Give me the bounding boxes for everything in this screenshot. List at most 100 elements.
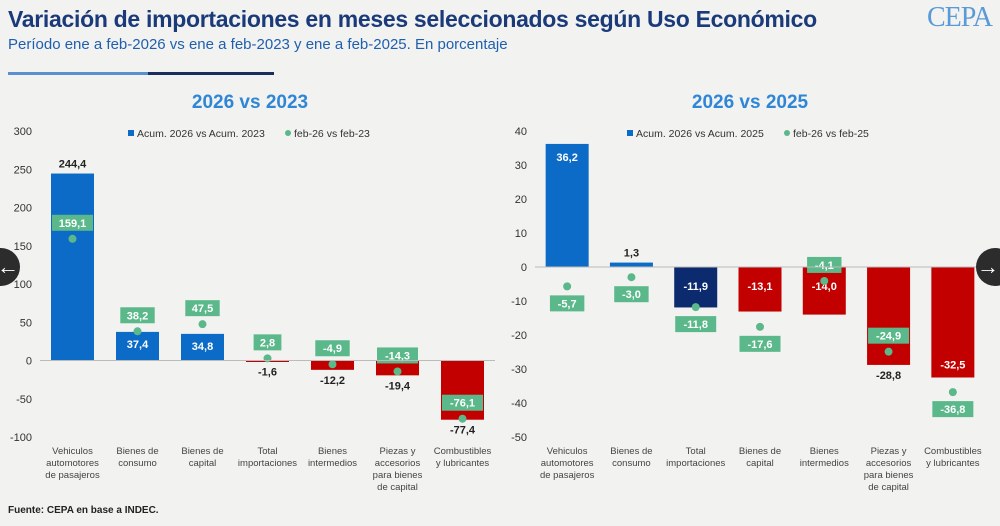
point-value-label: 2,8 (260, 337, 275, 349)
y-tick-label: 200 (14, 203, 32, 215)
point-marker (691, 303, 700, 312)
y-tick-label: -10 (511, 296, 527, 308)
y-tick-label: 250 (14, 164, 32, 176)
prev-slide-button[interactable]: ← (0, 248, 20, 286)
category-label: Combustibles y lubricantes (924, 446, 982, 469)
category-label: Total importaciones (666, 446, 725, 469)
bar-value-label: -77,4 (450, 425, 476, 437)
y-tick-label: 10 (515, 228, 527, 240)
bar-value-label: -32,5 (940, 360, 965, 372)
point-label-box (315, 340, 350, 357)
y-tick-label: 50 (20, 317, 32, 329)
y-tick-label: 100 (14, 279, 32, 291)
next-slide-button[interactable]: → (976, 248, 1000, 286)
y-tick-label: 40 (515, 126, 527, 138)
bar (674, 267, 718, 308)
legend-swatch-point (784, 130, 790, 136)
legend-label: feb-26 vs feb-23 (294, 128, 370, 140)
point-marker (884, 347, 893, 356)
bar-value-label: -19,4 (385, 380, 411, 392)
point-label-box (442, 394, 483, 411)
point-value-label: -11,8 (683, 319, 707, 331)
legend-label: Acum. 2026 vs Acum. 2023 (137, 128, 265, 140)
bar-value-label: 36,2 (556, 152, 577, 164)
point-marker (133, 327, 142, 336)
bar-value-label: -1,6 (258, 367, 277, 379)
y-tick-label: 150 (14, 241, 32, 253)
title-underline-light (8, 72, 148, 75)
arrow-right-icon: → (977, 254, 999, 279)
arrow-left-icon: ← (0, 254, 19, 279)
y-tick-label: -50 (16, 394, 32, 406)
bar (609, 262, 653, 267)
point-marker (393, 367, 402, 376)
point-value-label: -4,1 (815, 260, 834, 272)
category-label: Bienes intermedios (800, 446, 849, 469)
y-tick-label: 300 (14, 126, 32, 138)
point-marker (948, 388, 957, 397)
point-marker (328, 360, 337, 369)
point-label-box (739, 335, 781, 352)
point-value-label: -17,6 (747, 339, 772, 351)
point-value-label: -5,7 (558, 298, 577, 310)
bar-value-label: 244,4 (59, 159, 87, 171)
bar (931, 267, 975, 378)
category-label: Total importaciones (238, 446, 297, 469)
cepa-logo: CEPA (926, 2, 993, 33)
point-value-label: -4,9 (323, 343, 342, 355)
point-value-label: -3,0 (622, 289, 641, 301)
bar (738, 267, 782, 312)
category-label: Combustibles y lubricantes (434, 446, 492, 469)
legend-swatch-bar (128, 130, 134, 136)
point-label-box (549, 295, 585, 312)
category-label: Bienes de consumo (610, 446, 652, 469)
bar-value-label: -12,2 (320, 375, 345, 387)
category-label: Bienes de capital (739, 446, 781, 469)
point-value-label: 38,2 (127, 310, 148, 322)
point-marker (263, 354, 272, 363)
point-marker (458, 414, 467, 423)
category-label: Bienes de capital (181, 446, 223, 469)
legend-label: Acum. 2026 vs Acum. 2025 (636, 128, 764, 140)
point-label-box (614, 286, 649, 303)
bar-value-label: 1,3 (624, 248, 639, 260)
point-marker (563, 282, 572, 291)
legend-swatch-bar (627, 130, 633, 136)
point-value-label: 159,1 (59, 218, 87, 230)
category-label: Piezas y accesorios para bienes de capital (864, 446, 914, 493)
title-underline-dark (148, 72, 274, 75)
bar (181, 333, 224, 361)
category-label: Piezas y accesorios para bienes de capital (373, 446, 423, 493)
point-value-label: -14,3 (385, 350, 410, 362)
point-label-box (185, 300, 220, 317)
point-value-label: -36,8 (940, 404, 965, 416)
point-label-box (932, 401, 974, 418)
y-tick-label: -100 (10, 432, 32, 444)
bar (545, 143, 589, 267)
y-tick-label: -30 (511, 364, 527, 376)
bar-value-label: 37,4 (127, 339, 149, 351)
point-marker (627, 273, 636, 282)
source-note: Fuente: CEPA en base a INDEC. (8, 505, 159, 516)
y-tick-label: 30 (515, 160, 527, 172)
point-label-box (807, 256, 842, 273)
y-tick-label: -50 (511, 432, 527, 444)
category-label: Bienes de consumo (116, 446, 158, 469)
y-tick-label: 0 (521, 262, 527, 274)
point-label-box (675, 316, 717, 333)
point-label-box (120, 307, 155, 324)
point-value-label: 47,5 (192, 303, 213, 315)
bar (802, 267, 846, 315)
point-value-label: -24,9 (876, 331, 901, 343)
y-tick-label: -20 (511, 330, 527, 342)
bar-value-label: -28,8 (876, 370, 901, 382)
page-title: Variación de importaciones en meses sele… (8, 6, 817, 32)
point-value-label: -76,1 (450, 398, 475, 410)
point-marker (68, 234, 77, 243)
point-label-box (253, 334, 282, 351)
bar-value-label: -14,0 (812, 281, 837, 293)
point-marker (756, 322, 764, 331)
y-tick-label: -40 (511, 398, 527, 410)
